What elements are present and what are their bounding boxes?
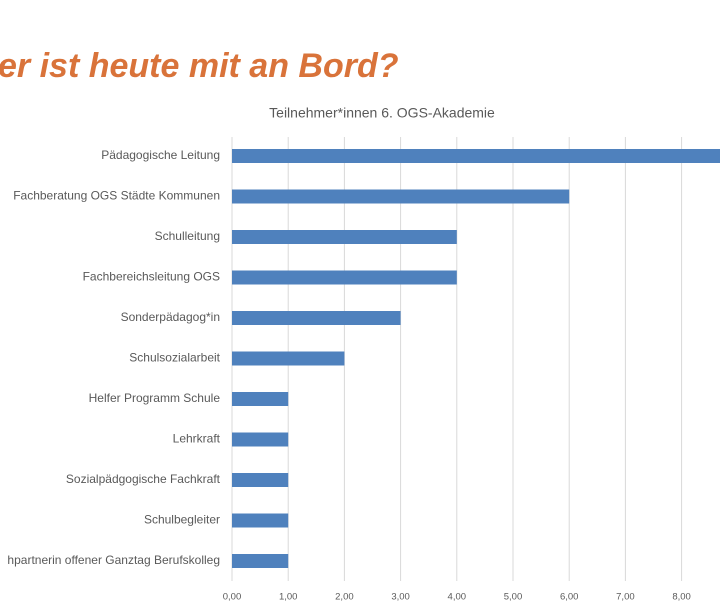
category-label: Schulleitung — [155, 229, 220, 243]
chart-title: Teilnehmer*innen 6. OGS-Akademie — [269, 105, 495, 121]
bar — [232, 351, 345, 366]
bar — [232, 473, 289, 487]
category-label: Sozialpädgogische Fachkraft — [66, 472, 221, 486]
category-label: Fachbereichsleitung OGS — [83, 270, 220, 284]
bar — [232, 189, 570, 204]
bar — [232, 432, 289, 447]
x-tick-label: 4,00 — [448, 592, 467, 603]
x-tick-label: 8,00 — [672, 592, 691, 603]
category-label: hpartnerin offener Ganztag Berufskolleg — [7, 553, 220, 567]
slide-heading: er ist heute mit an Bord? — [0, 47, 399, 85]
category-label: Pädagogische Leitung — [101, 148, 220, 162]
category-label: Schulsozialarbeit — [129, 351, 220, 365]
category-label: Helfer Programm Schule — [89, 391, 221, 405]
x-tick-label: 7,00 — [616, 592, 635, 603]
x-tick-label: 6,00 — [560, 592, 579, 603]
category-label: Fachberatung OGS Städte Kommunen — [13, 189, 220, 203]
category-label: Schulbegleiter — [144, 513, 220, 527]
bar — [232, 311, 401, 325]
x-tick-label: 2,00 — [335, 592, 354, 603]
x-tick-label: 1,00 — [279, 592, 298, 603]
bar — [232, 149, 720, 163]
bar — [232, 230, 457, 244]
bar — [232, 513, 289, 528]
bar — [232, 392, 289, 406]
bar — [232, 554, 289, 568]
bar — [232, 270, 457, 285]
x-tick-label: 0,00 — [223, 592, 242, 603]
category-label: Lehrkraft — [173, 432, 221, 446]
x-tick-label: 3,00 — [391, 592, 410, 603]
x-tick-label: 5,00 — [504, 592, 523, 603]
category-label: Sonderpädagog*in — [121, 310, 220, 324]
